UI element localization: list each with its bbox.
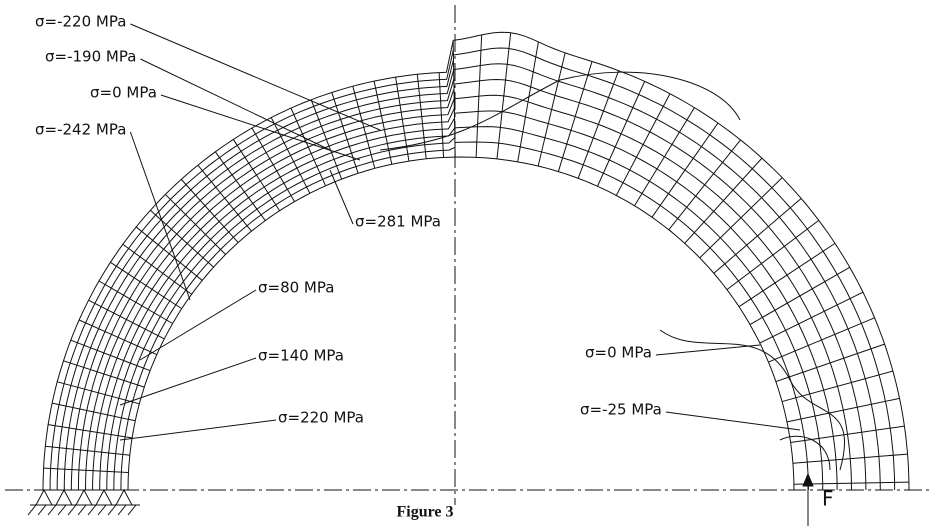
mesh-ring <box>107 128 455 490</box>
mesh-ring <box>454 111 837 490</box>
stress-label: σ=-25 MPa <box>580 401 662 419</box>
mesh-radial <box>776 344 885 381</box>
mesh-ring <box>43 40 453 490</box>
support <box>28 490 140 515</box>
mesh-radial <box>181 179 238 242</box>
mesh-ring <box>50 50 453 490</box>
figure: F Figure 3 σ=-220 MPa σ=-190 MPa σ=0 MPa σ=… <box>0 0 935 526</box>
mesh-radial <box>768 318 874 362</box>
stress-label: σ=80 MPa <box>258 279 334 297</box>
mesh-radial <box>760 292 863 343</box>
stress-label: σ=0 MPa <box>585 344 652 362</box>
leader-line <box>130 132 190 300</box>
mesh-radial <box>123 244 192 294</box>
caption: Figure 3 <box>396 504 453 521</box>
mesh-radial <box>750 267 850 324</box>
mesh-ring <box>128 157 455 490</box>
leader-line <box>120 420 276 440</box>
mesh-ring <box>100 118 455 490</box>
stress-label: σ=0 MPa <box>90 84 157 102</box>
mesh-ring <box>454 80 866 491</box>
stress-label: σ=-190 MPa <box>45 48 136 66</box>
mesh-ring <box>454 64 881 490</box>
stress-label: σ=-220 MPa <box>35 13 126 31</box>
mesh-radial <box>518 42 539 162</box>
stress-label: σ=281 MPa <box>355 213 441 231</box>
mesh-ring <box>455 157 794 490</box>
mesh-radial <box>150 210 213 267</box>
leader-line <box>656 345 760 355</box>
force-label: F <box>822 487 834 511</box>
leader-line <box>120 358 256 405</box>
mesh-radial <box>616 94 670 196</box>
mesh-radial <box>652 123 718 217</box>
leader-line <box>140 290 256 360</box>
mesh-radial <box>89 300 165 339</box>
leader-line <box>161 95 360 160</box>
mesh-ring <box>454 95 851 490</box>
mesh-radial <box>271 118 310 194</box>
mesh-radial <box>79 320 157 355</box>
mesh-radial <box>685 158 762 243</box>
mesh-ring <box>114 138 455 490</box>
mesh-radial <box>669 140 741 230</box>
mesh-radial <box>215 152 265 221</box>
mesh-radial <box>714 198 801 273</box>
stress-label: σ=220 MPa <box>278 409 364 427</box>
mesh-radial <box>787 398 900 422</box>
mesh-ring <box>455 142 809 490</box>
mesh-radial <box>598 81 645 186</box>
mesh-radial <box>332 92 358 173</box>
mesh-radial <box>700 178 782 258</box>
mesh-radial <box>63 361 144 387</box>
mesh-ring <box>453 48 894 490</box>
mesh-radial <box>782 371 893 402</box>
mesh-radial <box>538 53 565 166</box>
stress-label: σ=-242 MPa <box>35 121 126 139</box>
force-arrow <box>803 474 813 526</box>
mesh <box>43 32 909 490</box>
leader-line <box>140 59 330 150</box>
mesh-radial <box>791 426 905 442</box>
mesh-ring <box>455 127 823 490</box>
stress-label: σ=140 MPa <box>258 347 344 365</box>
leader-line <box>666 412 800 430</box>
